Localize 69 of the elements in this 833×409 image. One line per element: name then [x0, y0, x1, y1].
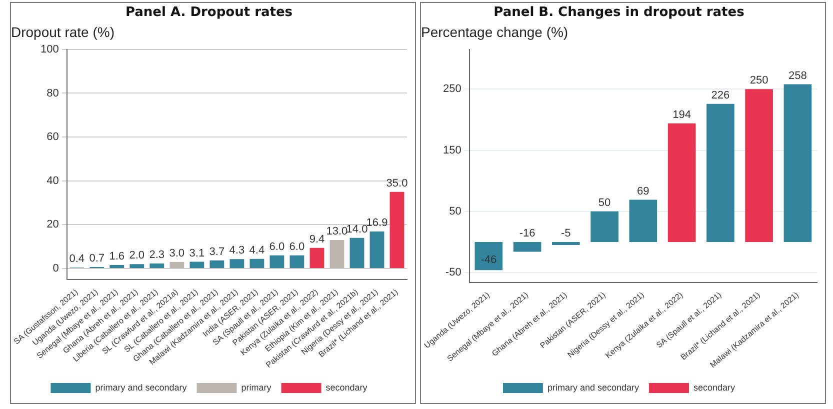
data-label: 50	[598, 196, 611, 209]
data-label: 14.0	[346, 223, 368, 236]
bar	[590, 211, 618, 242]
bar	[290, 255, 304, 268]
data-label: 2.3	[149, 249, 165, 262]
legend-label: secondary	[694, 382, 736, 392]
data-label: 3.0	[169, 247, 185, 260]
data-label: 6.0	[269, 240, 285, 253]
bar	[330, 240, 344, 268]
data-label: 4.4	[249, 244, 265, 256]
y-tick-label: 80	[46, 87, 59, 100]
y-tick-label: 20	[46, 218, 59, 231]
data-label: -5	[561, 228, 571, 240]
y-tick-label: 60	[46, 131, 59, 144]
data-label: 69	[637, 185, 650, 198]
bar	[310, 248, 324, 268]
bar	[513, 242, 542, 252]
bar	[370, 231, 384, 268]
data-label: 3.1	[189, 247, 205, 260]
data-label: 2.0	[129, 250, 145, 262]
data-label: -46	[480, 254, 497, 266]
data-label: 6.0	[289, 240, 305, 253]
data-label: 4.3	[229, 244, 245, 257]
data-label: 9.4	[309, 233, 325, 246]
y-tick-label: 40	[46, 174, 59, 187]
bar	[390, 192, 404, 268]
bar	[150, 263, 164, 268]
chart-title: Panel A. Dropout rates	[125, 5, 293, 20]
y-tick-label: 0	[52, 262, 59, 275]
data-label: 258	[788, 70, 807, 82]
data-label: -16	[519, 228, 536, 240]
chart-title: Panel B. Changes in dropout rates	[494, 5, 745, 20]
bar	[210, 260, 224, 268]
y-axis-title: Dropout rate (%)	[11, 24, 114, 40]
bar	[110, 265, 124, 268]
legend-label: primary	[241, 382, 272, 392]
bar	[745, 89, 773, 242]
data-label: 1.6	[109, 250, 125, 263]
y-tick-label: 50	[449, 205, 462, 218]
data-label: 0.4	[69, 253, 85, 266]
bar	[784, 84, 812, 242]
bar	[170, 262, 184, 268]
data-label: 250	[750, 74, 768, 87]
bar	[250, 258, 264, 268]
bar	[668, 123, 696, 242]
data-label: 3.7	[209, 246, 225, 258]
data-label: 16.9	[366, 217, 388, 230]
bar	[230, 259, 244, 268]
data-label: 13.0	[326, 226, 348, 238]
data-label: 226	[711, 89, 730, 102]
bar	[130, 264, 144, 268]
y-tick-label: 150	[442, 144, 462, 156]
data-label: 0.7	[89, 252, 105, 265]
bar	[629, 200, 658, 242]
y-tick-label: 250	[442, 83, 462, 96]
bar	[350, 238, 364, 268]
bar	[474, 242, 503, 270]
y-axis-title: Percentage change (%)	[421, 24, 568, 40]
bar	[270, 255, 284, 268]
bar	[552, 242, 580, 246]
y-tick-label: -50	[445, 266, 462, 279]
legend-label: secondary	[326, 382, 368, 392]
legend-label: primary and secondary	[95, 382, 188, 392]
legend-label: primary and secondary	[547, 382, 640, 392]
data-label: 35.0	[386, 177, 408, 190]
y-tick-label: 100	[40, 43, 59, 56]
bar	[706, 104, 734, 242]
bar	[190, 262, 204, 268]
data-label: 194	[672, 108, 691, 121]
